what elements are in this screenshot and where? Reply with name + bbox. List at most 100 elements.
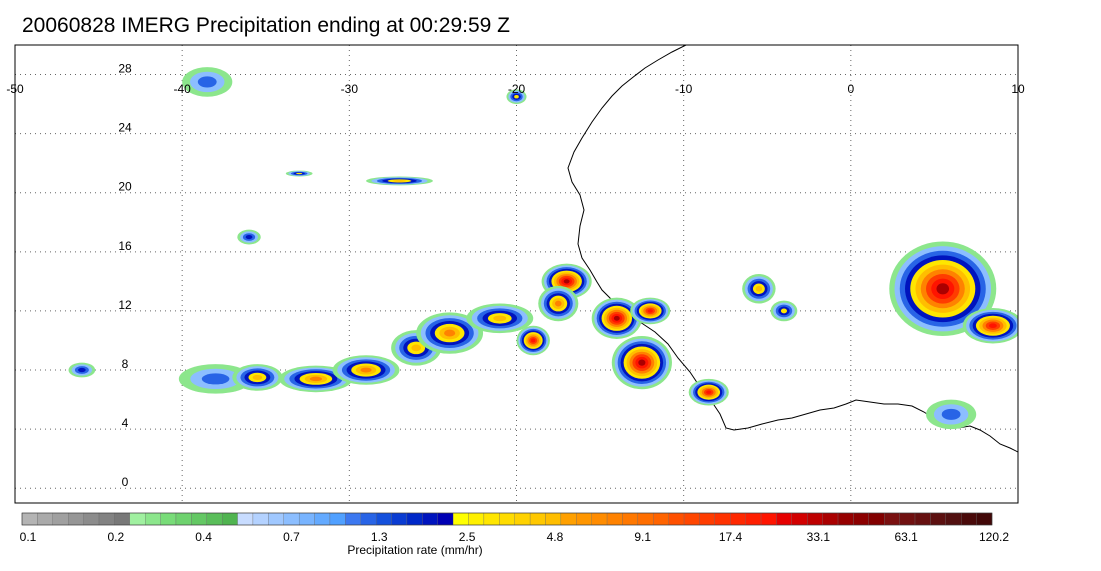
lat-tick-label: 0: [122, 475, 129, 489]
colorbar-swatch: [884, 512, 900, 526]
colorbar-title: Precipitation rate (mm/hr): [347, 543, 483, 557]
precip-cell: [506, 89, 527, 105]
colorbar-swatch: [452, 512, 469, 526]
colorbar-swatch: [237, 512, 254, 526]
precip-contour: [252, 374, 263, 380]
colorbar-swatch: [222, 512, 238, 526]
precip-cell: [538, 285, 579, 322]
precip-contour: [554, 300, 562, 307]
colorbar-swatch: [822, 512, 839, 526]
colorbar-tick-label: 9.1: [634, 530, 652, 544]
precip-cell: [182, 67, 233, 97]
colorbar-swatch: [129, 512, 146, 526]
colorbar-tick-label: 0.2: [107, 530, 125, 544]
precip-cell: [516, 325, 550, 356]
precip-contour: [613, 315, 620, 321]
colorbar-tick-label: 0.4: [195, 530, 212, 544]
colorbar-swatch: [976, 512, 993, 526]
precip-cell: [962, 307, 1018, 344]
precip-cell: [178, 364, 253, 394]
precip-cell: [770, 300, 798, 322]
colorbar-swatch: [899, 512, 916, 526]
colorbar-swatch: [329, 512, 346, 526]
precip-contour: [706, 390, 712, 394]
precip-contour: [514, 95, 519, 99]
lon-tick-label: -30: [341, 82, 359, 96]
precip-contour: [360, 367, 372, 373]
map-title: 20060828 IMERG Precipitation ending at 0…: [22, 14, 510, 37]
precip-cell: [232, 364, 283, 391]
lat-tick-label: 4: [122, 416, 129, 430]
precip-contour: [197, 76, 217, 88]
map-frame: [14, 44, 1019, 504]
lat-tick-label: 24: [118, 121, 132, 135]
axis-labels: -50 -40 -30 -20 -10 0 10 0 4 8 12 16 20 24 28: [6, 62, 1025, 490]
colorbar-frame: [21, 512, 993, 526]
precip-cell: [416, 312, 484, 354]
colorbar-swatch: [468, 512, 485, 526]
colorbar-tick-label: 33.1: [806, 530, 831, 544]
colorbar-tick-label: 17.4: [718, 530, 743, 544]
colorbar-swatch: [298, 512, 315, 526]
colorbar-swatch: [252, 512, 269, 526]
lon-tick-label: -10: [675, 82, 693, 96]
precip-contour: [755, 285, 763, 292]
precip-contour: [309, 376, 323, 382]
colorbar-swatch: [268, 512, 284, 526]
lat-tick-label: 16: [118, 239, 132, 253]
map-background: [15, 45, 1018, 503]
colorbar-swatch: [437, 512, 454, 526]
precip-contour: [638, 359, 646, 366]
precip-cell: [68, 362, 96, 378]
colorbar-swatch: [283, 512, 300, 526]
colorbar-swatch: [714, 512, 731, 526]
colorbar-tick-label: 2.5: [458, 530, 476, 544]
colorbar-swatch: [945, 512, 962, 526]
lat-tick-label: 12: [118, 298, 132, 312]
precipitation-layer: [68, 67, 1018, 430]
colorbar: [21, 512, 993, 526]
colorbar-swatch: [837, 512, 854, 526]
africa-coastline: [567, 45, 1018, 453]
colorbar-swatch: [114, 512, 130, 526]
precip-cell: [332, 355, 400, 385]
colorbar-swatch: [191, 512, 207, 526]
colorbar-swatch: [175, 512, 192, 526]
colorbar-swatch: [483, 512, 500, 526]
precip-contour: [563, 279, 570, 284]
precip-contour: [296, 172, 303, 175]
colorbar-swatch: [406, 512, 423, 526]
colorbar-tick-label: 63.1: [894, 530, 918, 544]
precip-cell: [237, 229, 261, 245]
precip-contour: [444, 329, 456, 337]
colorbar-swatch: [499, 512, 515, 526]
colorbar-swatch: [345, 512, 361, 526]
colorbar-swatch: [622, 512, 639, 526]
precip-contour: [941, 408, 961, 420]
colorbar-swatch: [98, 512, 115, 526]
colorbar-swatch: [83, 512, 100, 526]
lon-tick-label: -40: [173, 82, 191, 96]
precip-contour: [245, 234, 253, 240]
precip-cell: [688, 378, 729, 406]
lon-tick-label: 10: [1011, 82, 1025, 96]
precip-contour: [647, 309, 653, 313]
lon-tick-label: -50: [6, 82, 24, 96]
colorbar-swatch: [591, 512, 608, 526]
colorbar-swatch: [668, 512, 685, 526]
colorbar-swatch: [807, 512, 823, 526]
coastline: [567, 45, 1018, 453]
precip-contour: [936, 283, 950, 295]
colorbar-swatch: [683, 512, 700, 526]
lat-tick-label: 20: [118, 180, 132, 194]
precip-contour: [393, 180, 406, 182]
colorbar-swatch: [391, 512, 408, 526]
precip-contour: [780, 308, 788, 314]
colorbar-swatch: [560, 512, 577, 526]
precip-contour: [201, 373, 230, 385]
colorbar-swatch: [637, 512, 654, 526]
colorbar-swatch: [914, 512, 931, 526]
colorbar-swatch: [791, 512, 808, 526]
precip-cell: [366, 176, 433, 186]
